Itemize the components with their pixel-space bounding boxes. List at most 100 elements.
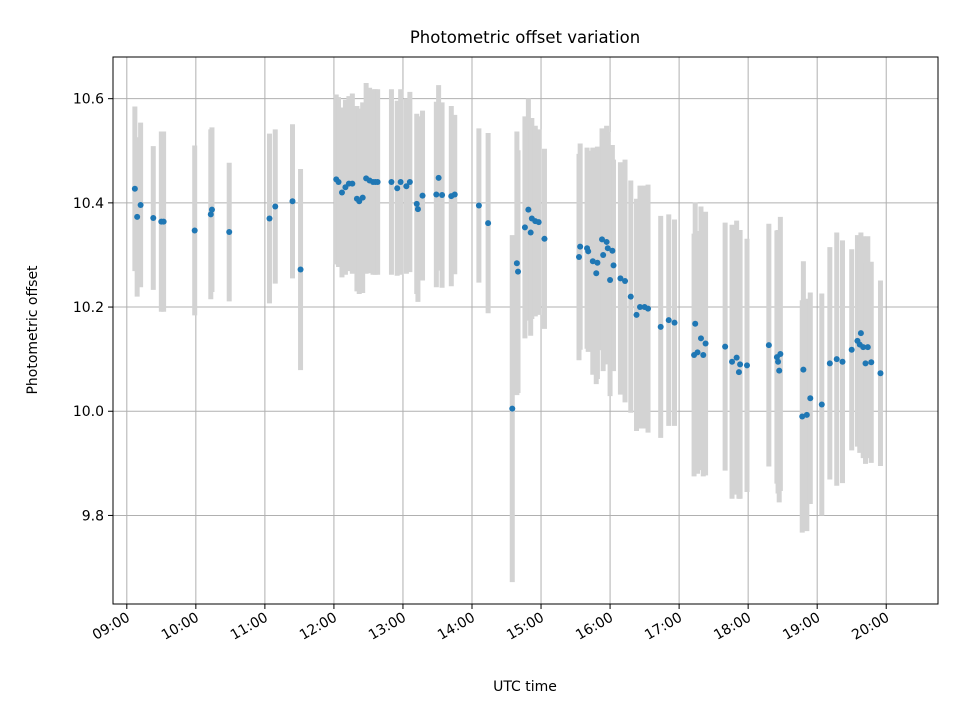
data-point <box>134 213 141 220</box>
y-axis-label: Photometric offset <box>25 265 41 395</box>
data-point <box>722 343 729 350</box>
data-point <box>349 180 356 187</box>
data-point <box>226 229 233 236</box>
y-tick-label: 10.6 <box>73 92 104 108</box>
data-point <box>297 266 304 273</box>
data-point <box>877 370 884 377</box>
data-point <box>413 200 420 207</box>
data-point <box>513 260 520 267</box>
data-point <box>777 350 784 357</box>
data-point <box>743 362 750 369</box>
data-point <box>733 354 740 361</box>
data-point <box>604 245 611 252</box>
data-point <box>627 293 634 300</box>
data-point <box>765 342 772 349</box>
data-point <box>439 192 446 199</box>
data-point <box>799 413 806 420</box>
data-point <box>414 206 421 213</box>
data-point <box>137 201 144 208</box>
data-point <box>610 262 617 269</box>
data-point <box>433 191 440 198</box>
data-point <box>617 275 624 282</box>
data-point <box>527 229 534 236</box>
data-point <box>272 203 279 210</box>
data-point <box>208 206 215 213</box>
y-axis-ticks: 9.8 10.0 10.2 10.4 10.6 <box>73 92 113 524</box>
data-point <box>515 268 522 275</box>
data-point <box>833 356 840 363</box>
data-point <box>359 194 366 201</box>
data-point <box>485 220 492 227</box>
data-point <box>207 211 214 218</box>
data-point <box>585 248 592 255</box>
data-point <box>665 317 672 324</box>
data-point <box>289 198 296 205</box>
data-point <box>864 344 871 351</box>
y-tick-label: 10.2 <box>73 300 104 316</box>
data-point <box>191 227 198 234</box>
data-point <box>603 238 610 245</box>
data-point <box>776 367 783 374</box>
data-point <box>862 360 869 367</box>
data-point <box>807 395 814 402</box>
x-axis-label: UTC time <box>493 679 557 695</box>
data-point <box>131 185 138 192</box>
data-point <box>671 319 678 326</box>
y-tick-label: 10.0 <box>73 404 104 420</box>
data-point <box>394 185 401 192</box>
data-point <box>694 349 701 356</box>
data-point <box>593 270 600 277</box>
plot-frame <box>112 56 939 605</box>
data-point <box>374 179 381 186</box>
data-point <box>622 278 629 285</box>
data-point <box>576 254 583 261</box>
data-points <box>131 174 884 420</box>
data-point <box>700 351 707 358</box>
data-point <box>857 330 864 337</box>
data-point <box>645 305 652 312</box>
data-point <box>419 192 426 199</box>
data-point <box>818 401 825 408</box>
data-point <box>521 224 528 231</box>
data-point <box>609 247 616 254</box>
data-point <box>692 320 699 327</box>
data-point <box>848 346 855 353</box>
data-point <box>803 411 810 418</box>
data-point <box>735 369 742 376</box>
data-point <box>826 360 833 367</box>
data-point <box>860 344 867 351</box>
data-point <box>599 236 606 243</box>
data-point <box>868 359 875 366</box>
data-point <box>737 361 744 368</box>
data-point <box>607 276 614 283</box>
data-point <box>600 251 607 258</box>
data-point <box>535 219 542 226</box>
data-point <box>800 366 807 373</box>
data-point <box>636 304 643 311</box>
data-point <box>335 179 342 186</box>
data-point <box>338 189 345 196</box>
data-point <box>435 174 442 181</box>
y-tick-label: 9.8 <box>82 508 104 524</box>
data-point <box>509 405 516 412</box>
data-point <box>150 214 157 221</box>
data-point <box>729 358 736 365</box>
data-point <box>475 202 482 209</box>
data-point <box>451 191 458 198</box>
data-point <box>589 258 596 265</box>
data-point <box>541 235 548 242</box>
data-point <box>403 183 410 190</box>
chart-title: Photometric offset variation <box>410 28 640 47</box>
data-point <box>697 335 704 342</box>
data-point <box>397 179 404 186</box>
data-point <box>577 243 584 250</box>
data-point <box>775 358 782 365</box>
data-point <box>594 259 601 266</box>
data-point <box>266 215 273 222</box>
data-point <box>633 311 640 318</box>
data-point <box>657 323 664 330</box>
data-point <box>702 340 709 347</box>
data-point <box>388 179 395 186</box>
data-point <box>160 218 167 225</box>
